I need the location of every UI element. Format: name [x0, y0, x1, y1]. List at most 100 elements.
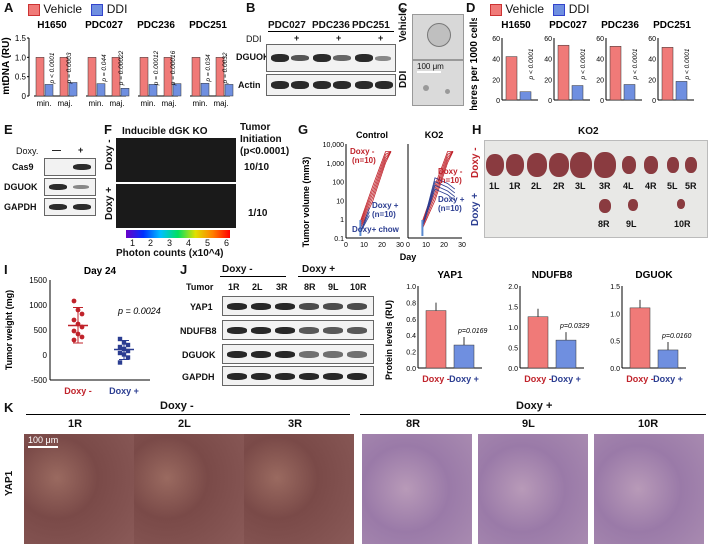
a-bar: [120, 88, 130, 97]
tumor-label: 3L: [575, 181, 586, 191]
g-doxy-minus-2: Doxy -: [438, 167, 463, 176]
cb-tick-1: 1: [130, 238, 136, 248]
d-ytick: 60: [492, 36, 500, 43]
cb-label: Photon counts (x10^4): [116, 248, 224, 259]
g-xtick: 20: [378, 242, 386, 249]
d-pvalue: p < 0.0001: [684, 48, 691, 80]
g-ytick: 1,000: [326, 161, 344, 168]
i-point: [71, 298, 77, 304]
j-xlabel-minus: Doxy -: [626, 374, 654, 384]
chart-j: Protein levels (RU) YAP1 0.0 0.2 0.4 0.6 0.8 1.…: [384, 270, 691, 384]
panel-label-f: F: [104, 122, 112, 137]
j-ytick: 2.0: [508, 284, 518, 291]
e-row-gapdh: GAPDH: [4, 202, 37, 212]
chart-d: Spheres per 1000 cells H1650 0 20 40 60 p < 0.…: [469, 18, 694, 110]
g-xtick: 30: [458, 242, 466, 249]
chart-i: Day 24 Tumor weight (mg) -500 0 500 1000 1500 D…: [4, 266, 161, 396]
a-bar: [35, 57, 45, 97]
tumor: [685, 157, 697, 173]
i-pvalue: p = 0.0024: [117, 306, 161, 316]
i-point: [117, 350, 123, 356]
j-xlabel-plus: Doxy +: [653, 374, 683, 384]
blot-b-label-dguok: DGUOK: [236, 52, 270, 62]
cb-tick-5: 5: [205, 238, 211, 248]
d-bar: [505, 56, 518, 101]
h-row-doxy-plus: Doxy +: [470, 192, 481, 226]
i-point: [71, 328, 77, 334]
j-lane-2l: 2L: [252, 282, 263, 292]
d-ytick: 0: [496, 98, 500, 105]
d-ytick: 20: [596, 77, 604, 84]
a-xlabel-maj: maj.: [213, 99, 228, 108]
j-ytick: 0.8: [406, 300, 416, 307]
i-group-label: Doxy -: [64, 386, 92, 396]
d-ytick: 40: [492, 57, 500, 64]
blot-b-actin: [266, 74, 396, 96]
i-point: [71, 317, 77, 323]
line-pdc027: PDC027: [268, 20, 306, 31]
f-title: Inducible dGK KO: [122, 126, 208, 137]
j-pvalue: p=0.0169: [457, 328, 487, 335]
c-row-ddi: DDI: [398, 70, 409, 88]
d-pvalue: p < 0.0001: [580, 48, 587, 80]
j-ytick: 0.2: [406, 350, 416, 357]
a-bar: [44, 84, 54, 97]
f-row-doxy-plus: Doxy +: [104, 186, 115, 220]
g-doxy-minus: Doxy -: [350, 147, 375, 156]
d-bar: [557, 44, 570, 101]
panel-label-c: C: [398, 0, 408, 15]
h-row-doxy-minus: Doxy -: [470, 147, 481, 178]
a-bar: [59, 57, 69, 97]
j-chart-title: YAP1: [437, 270, 463, 281]
d-ytick: 40: [596, 57, 604, 64]
i-point: [79, 334, 85, 340]
j-ytick: 0.0: [610, 366, 620, 373]
i-ytick: 500: [34, 326, 48, 335]
blot-b-dguok: [266, 44, 396, 72]
ihc-image: [244, 434, 354, 544]
f-tumor-doxy-minus: 10/10: [244, 162, 270, 173]
a-bar: [215, 57, 225, 97]
d-ytick: 0: [600, 98, 604, 105]
panel-label-i: I: [4, 262, 8, 277]
j-row-yap1: YAP1: [190, 302, 213, 312]
tumor: [667, 157, 679, 173]
g-doxy-plus-2: Doxy +: [438, 195, 465, 204]
j-bar: [425, 310, 447, 369]
d-ytick: 0: [548, 98, 552, 105]
cb-tick-4: 4: [186, 238, 192, 248]
k-sample-label: 3R: [288, 418, 303, 430]
g-xtick: 0: [344, 242, 348, 249]
c-row-vehicle: Vehicle: [398, 7, 409, 42]
i-ytick: 1000: [29, 301, 47, 310]
vehicle-swatch: [28, 3, 40, 16]
i-point: [117, 360, 123, 365]
a-bar: [148, 84, 158, 97]
a-ytick: 0.5: [15, 73, 27, 82]
blot-j-row: [222, 296, 374, 316]
d-group-title: PDC236: [601, 20, 639, 31]
a-bar: [172, 83, 182, 97]
a-xlabel-min: min.: [192, 99, 207, 108]
k-sample-label: 9L: [522, 418, 535, 430]
tumor-label: 8R: [598, 219, 610, 229]
g-n-minus: (n=10): [352, 156, 376, 165]
i-point: [79, 311, 85, 317]
ihc-image: [134, 434, 244, 544]
tumor-label: 4L: [623, 181, 634, 191]
g-n-minus-2: (n=10): [438, 176, 462, 185]
d-bar: [609, 46, 622, 101]
a-xlabel-min: min.: [140, 99, 155, 108]
a-xlabel-maj: maj.: [161, 99, 176, 108]
j-ytick: 0.0: [508, 366, 518, 373]
i-point: [117, 344, 123, 350]
d-ytick: 40: [544, 57, 552, 64]
a-group-title: PDC027: [85, 20, 123, 31]
g-ytick: 10,000: [323, 142, 345, 149]
tumor: [570, 152, 592, 178]
d-ytick: 60: [544, 36, 552, 43]
a-bar: [111, 57, 121, 97]
tumor-label: 3R: [599, 181, 611, 191]
tumor: [506, 154, 524, 176]
tumor-label: 5L: [667, 181, 678, 191]
